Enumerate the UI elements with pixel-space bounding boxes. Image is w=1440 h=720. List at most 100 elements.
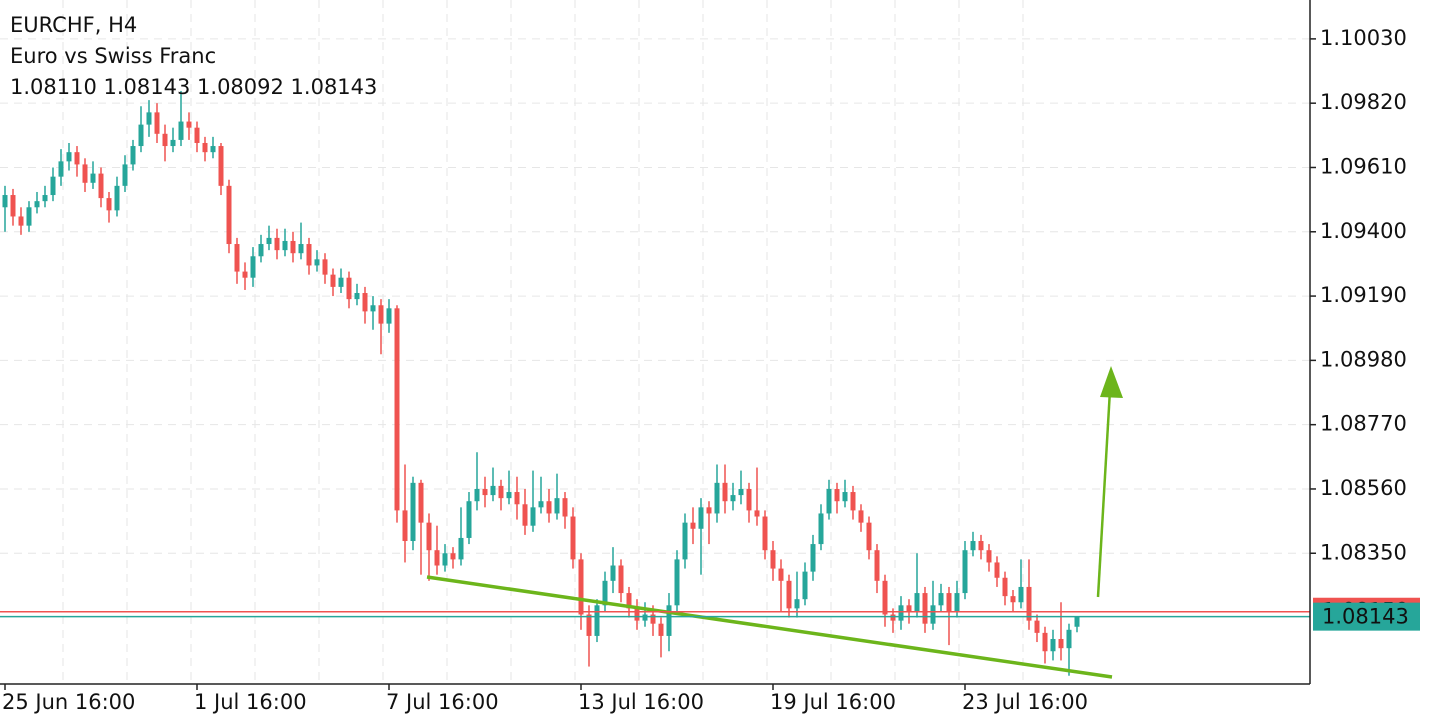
candle-body: [218, 146, 224, 186]
candle-body: [410, 482, 416, 542]
candle-body: [826, 488, 832, 514]
candle-body: [914, 593, 920, 612]
candle-body: [234, 244, 240, 272]
candles: [2, 90, 1080, 676]
candle-body: [650, 614, 656, 624]
candle-body: [1074, 616, 1080, 627]
candle-body: [738, 488, 744, 496]
candle-body: [994, 562, 1000, 578]
candle-body: [170, 139, 176, 147]
axes: 1.10030 1.09820 1.09610 1.09400 1.09190 1.089…: [2, 26, 1407, 714]
candle-body: [594, 605, 600, 636]
candle-body: [754, 510, 760, 517]
candle-body: [986, 550, 992, 563]
candle-body: [490, 485, 496, 496]
candle-body: [66, 152, 72, 162]
y-tick-label: 1.09610: [1320, 154, 1407, 178]
y-tick-label: 1.09820: [1320, 90, 1407, 114]
candle-body: [154, 112, 160, 134]
x-tick-label: 1 Jul 16:00: [194, 690, 307, 714]
candle-body: [322, 259, 328, 275]
x-tick-label: 25 Jun 16:00: [2, 690, 135, 714]
candle-body: [786, 580, 792, 609]
candle-body: [50, 176, 56, 196]
candle-body: [338, 277, 344, 287]
candle-body: [314, 259, 320, 266]
candle-body: [90, 173, 96, 183]
candle-body: [2, 195, 8, 208]
candle-body: [898, 605, 904, 621]
x-tick-label: 7 Jul 16:00: [386, 690, 499, 714]
candle-body: [354, 293, 360, 300]
candle-body: [330, 274, 336, 287]
candle-body: [690, 522, 696, 529]
candle-body: [394, 308, 400, 511]
candle-body: [922, 593, 928, 624]
y-tick-label: 1.08770: [1320, 412, 1407, 436]
candle-body: [298, 244, 304, 254]
candle-body: [834, 488, 840, 502]
candle-body: [706, 507, 712, 514]
candle-body: [466, 501, 472, 538]
candle-body: [10, 195, 16, 217]
candle-body: [474, 488, 480, 502]
candle-body: [106, 198, 112, 211]
y-tick-label: 1.09400: [1320, 219, 1407, 243]
candle-body: [770, 550, 776, 569]
candle-body: [194, 127, 200, 143]
candle-body: [1058, 638, 1064, 649]
x-tick-label: 19 Jul 16:00: [770, 690, 896, 714]
grid: [0, 0, 1310, 684]
candle-body: [274, 237, 280, 251]
candle-body: [810, 544, 816, 572]
candle-body: [74, 152, 80, 165]
candle-body: [1002, 577, 1008, 597]
candle-body: [658, 623, 664, 636]
candle-body: [122, 164, 128, 186]
candle-body: [882, 580, 888, 615]
candle-body: [98, 173, 104, 199]
candle-body: [722, 482, 728, 502]
candle-body: [306, 244, 312, 266]
candle-body: [610, 565, 616, 581]
candle-body: [434, 550, 440, 566]
candle-body: [346, 277, 352, 300]
candle-body: [58, 161, 64, 177]
candle-body: [850, 492, 856, 511]
y-tick-label: 1.09190: [1320, 283, 1407, 307]
x-tick-label: 23 Jul 16:00: [962, 690, 1088, 714]
candle-body: [162, 133, 168, 147]
trend-line: [426, 575, 1113, 679]
ohlc-info: 1.08110 1.08143 1.08092 1.08143: [10, 75, 377, 99]
price-label: 1.08143: [1322, 605, 1409, 629]
candle-body: [498, 485, 504, 499]
candle-body: [442, 553, 448, 566]
candle-body: [554, 498, 560, 514]
candle-body: [290, 240, 296, 254]
candle-body: [978, 541, 984, 551]
y-tick-label: 1.08560: [1320, 476, 1407, 500]
candle-body: [866, 522, 872, 551]
candle-body: [842, 492, 848, 502]
candle-body: [426, 522, 432, 551]
candle-body: [482, 488, 488, 496]
candle-body: [674, 559, 680, 606]
candle-body: [730, 495, 736, 502]
candle-body: [258, 244, 264, 257]
candle-body: [938, 593, 944, 606]
candle-body: [546, 501, 552, 514]
candle-body: [42, 195, 48, 202]
candle-body: [402, 510, 408, 542]
candle-body: [698, 507, 704, 529]
arrow-shaft: [1096, 389, 1112, 598]
candle-body: [186, 121, 192, 128]
candle-body: [714, 482, 720, 514]
candle-body: [1018, 586, 1024, 603]
candle-body: [570, 516, 576, 560]
candle-body: [514, 492, 520, 505]
candle-body: [666, 605, 672, 636]
candle-body: [1026, 586, 1032, 621]
x-tick-label: 13 Jul 16:00: [578, 690, 704, 714]
candle-body: [818, 513, 824, 545]
candle-body: [362, 293, 368, 312]
